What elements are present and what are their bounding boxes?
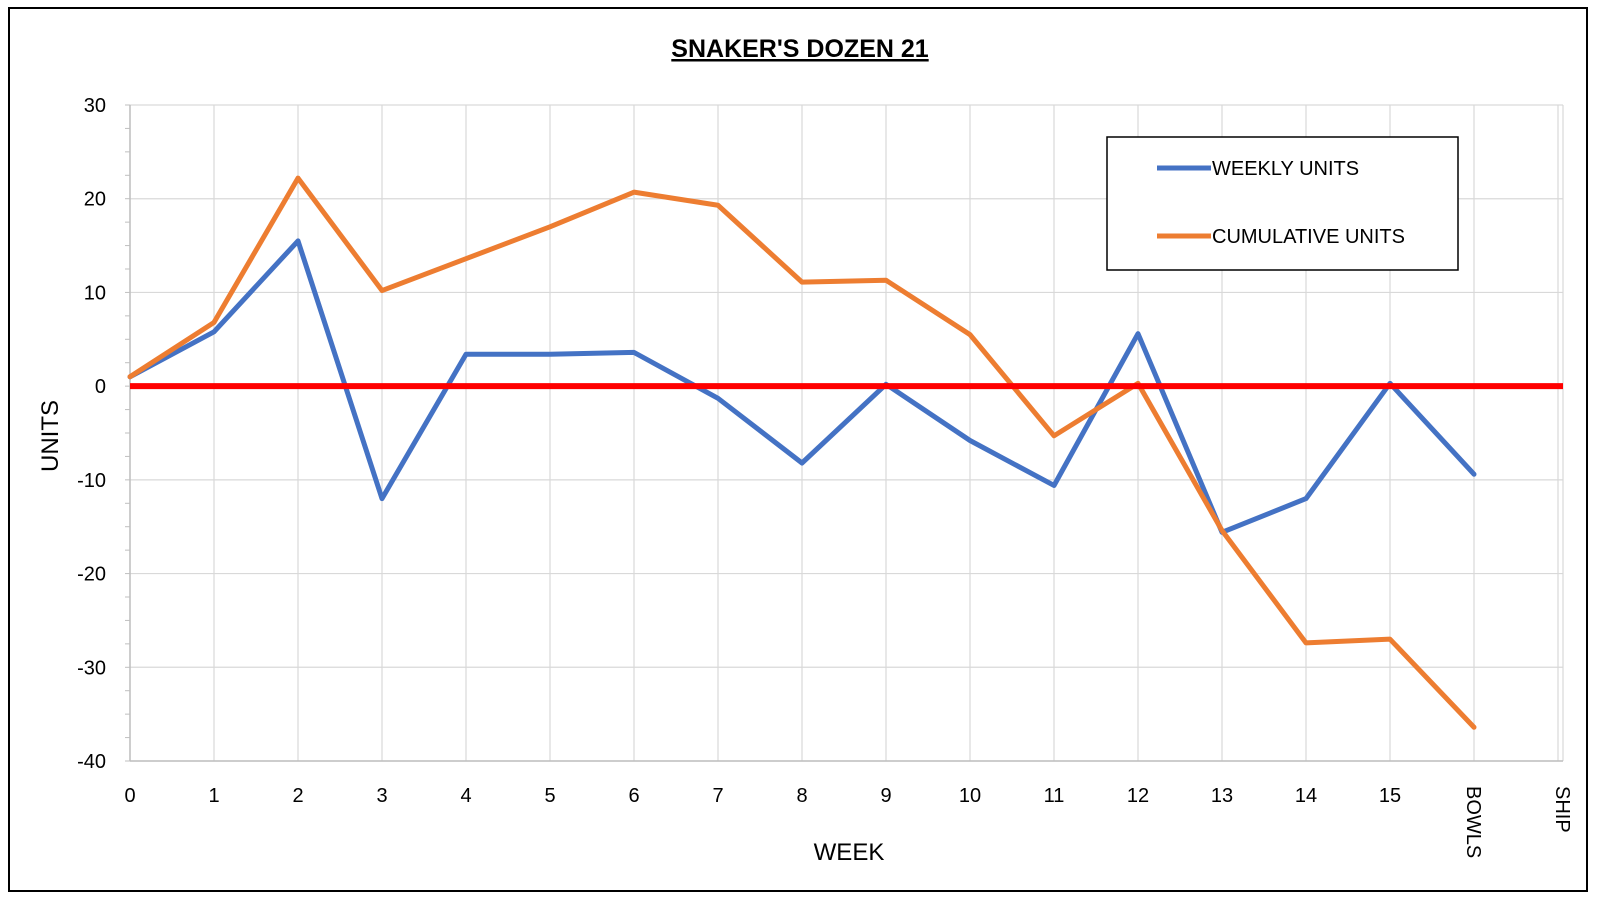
x-tick-label: 5	[544, 785, 555, 807]
y-tick-label: -30	[77, 657, 106, 679]
x-tick-label: 0	[124, 785, 135, 807]
x-tick-label: 10	[959, 785, 981, 807]
chart-title: SNAKER'S DOZEN 21	[671, 35, 928, 63]
y-tick-label: 20	[84, 189, 106, 211]
y-tick-label: 10	[84, 282, 106, 304]
x-tick-label: BOWLS	[1462, 786, 1484, 858]
y-tick-label: -10	[77, 470, 106, 492]
x-tick-label: 15	[1379, 785, 1401, 807]
x-tick-label: 14	[1295, 785, 1317, 807]
y-tick-label: -40	[77, 751, 106, 773]
x-tick-label: 12	[1127, 785, 1149, 807]
series-lines	[127, 175, 1477, 730]
y-tick-label: 30	[84, 95, 106, 117]
legend: WEEKLY UNITS CUMULATIVE UNITS	[1106, 136, 1459, 271]
x-tick-label: 11	[1044, 785, 1065, 807]
legend-label-cumulative: CUMULATIVE UNITS	[1212, 226, 1405, 248]
x-tick-labels: 0 1 2 3 4 5 6 7 8 9 10 11 12 13 14 15 BOWLS SHIP	[124, 785, 1573, 858]
x-tick-label: 8	[796, 785, 807, 807]
x-tick-label: SHIP	[1551, 786, 1573, 833]
x-tick-label: 9	[880, 785, 891, 807]
cumulative-units-line	[127, 175, 1477, 730]
x-tick-label: 2	[292, 785, 303, 807]
weekly-units-line	[127, 238, 1477, 535]
x-tick-label: 4	[460, 785, 471, 807]
x-tick-label: 7	[712, 785, 723, 807]
y-tick-label: -20	[77, 564, 106, 586]
x-tick-label: 6	[628, 785, 639, 807]
legend-box	[1106, 136, 1459, 271]
legend-label-weekly: WEEKLY UNITS	[1212, 158, 1359, 180]
x-tick-label: 1	[208, 785, 219, 807]
y-tick-label: 0	[95, 376, 106, 398]
y-tick-labels: 30 20 10 0 -10 -20 -30 -40	[77, 95, 106, 773]
y-axis-label: UNITS	[37, 400, 64, 472]
x-axis-label: WEEK	[814, 839, 885, 866]
axes	[125, 104, 1563, 762]
x-tick-label: 3	[376, 785, 387, 807]
x-tick-label: 13	[1211, 785, 1233, 807]
